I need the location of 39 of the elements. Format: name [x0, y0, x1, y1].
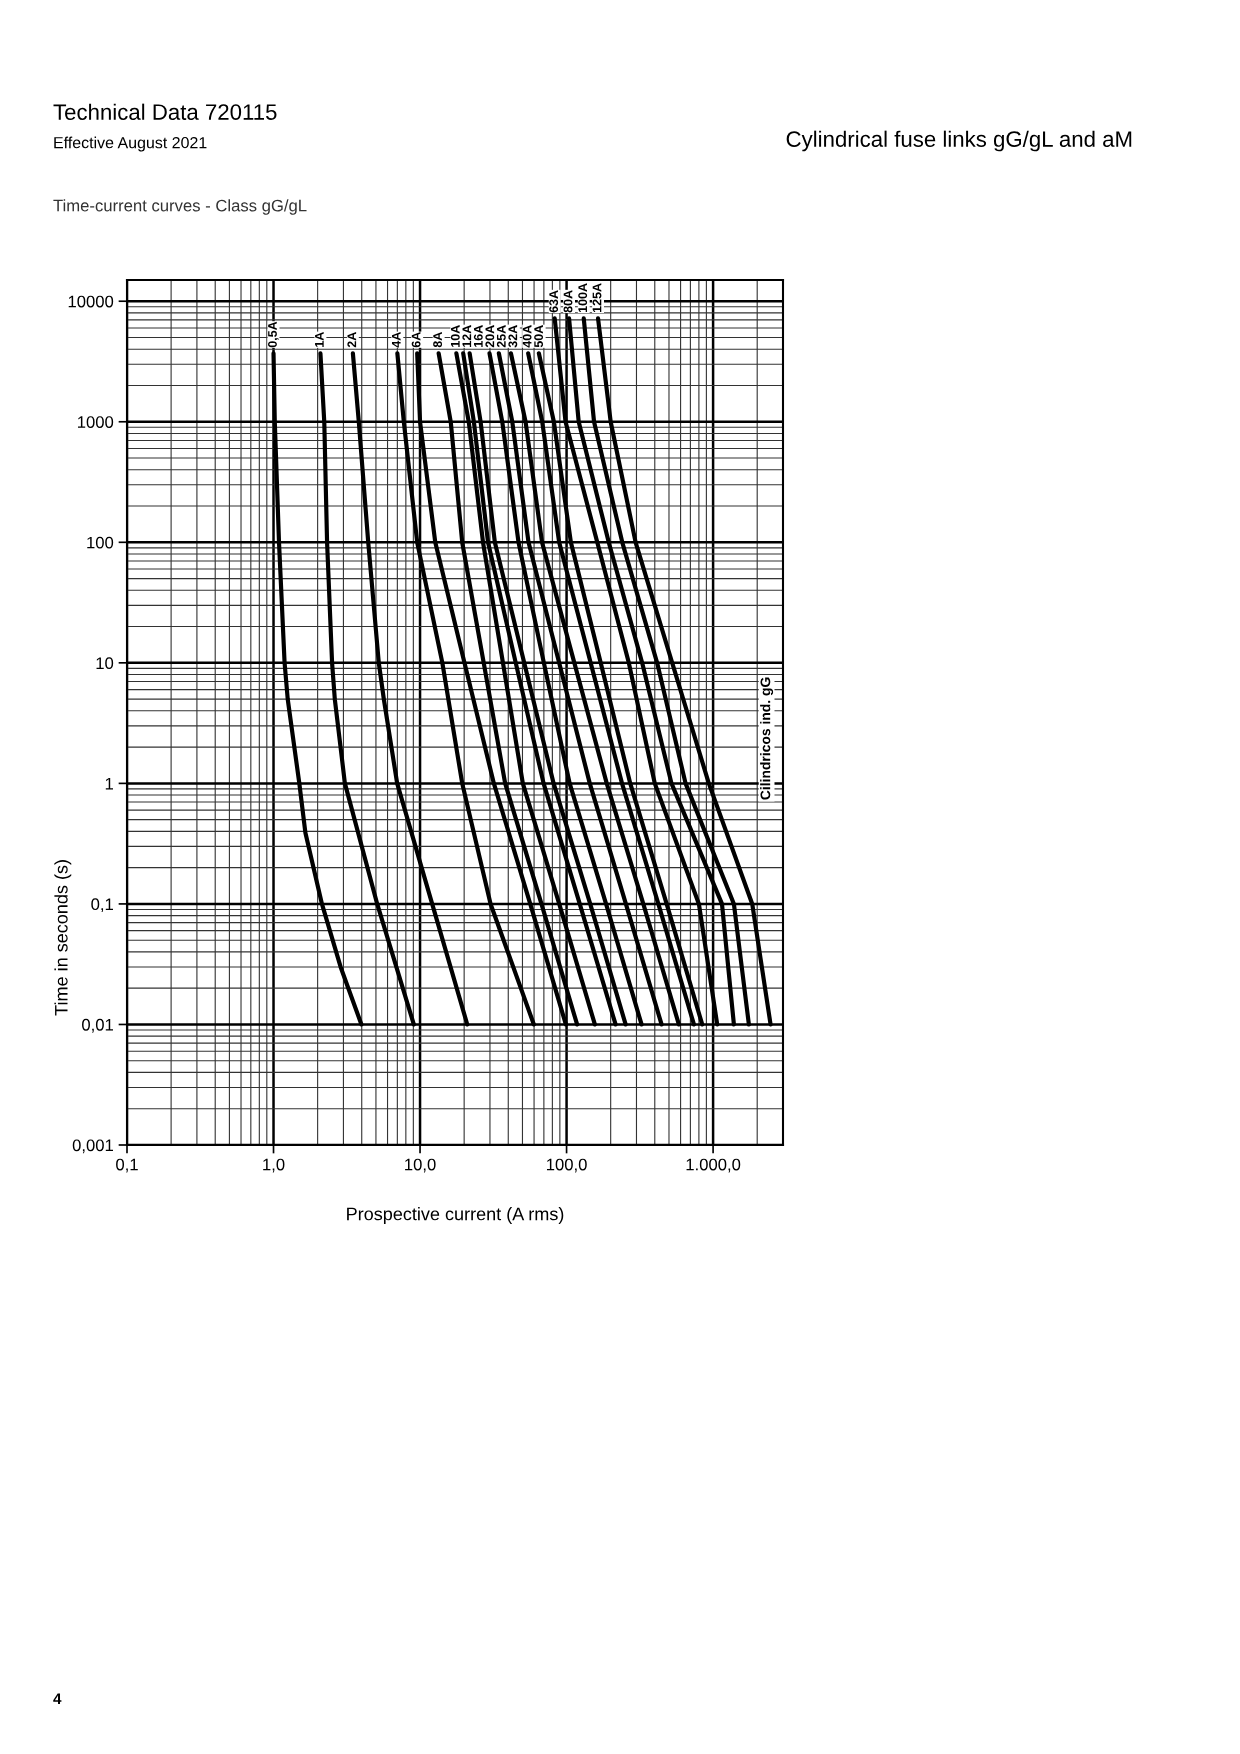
chart-title: Technical Data 720115: [53, 103, 277, 120]
text: Effective August 2021: [54, 136, 207, 152]
x-tick-label: 10,0: [405, 1158, 436, 1173]
text: 4: [53, 1693, 62, 1704]
y-tick-label: 1000: [78, 416, 114, 428]
y-tick-label: 100: [87, 536, 114, 549]
y-axis-title: Time in seconds (s): [54, 860, 72, 1016]
text: 80A: [563, 290, 573, 313]
x-tick-label: 1.000,0: [686, 1158, 741, 1173]
text: 32A: [508, 325, 518, 348]
text: 16A: [473, 325, 483, 347]
y-tick-label: 0,01: [82, 1018, 113, 1033]
text: 25A: [496, 325, 506, 348]
y-tick-label: 0,1: [91, 898, 113, 913]
text: 8A: [433, 332, 443, 348]
y-tick-label: 10: [96, 657, 114, 670]
text: 2A: [347, 332, 357, 348]
text: 0,5A: [268, 321, 279, 348]
annotation: Cilindricos ind. gG: [760, 677, 774, 800]
x-tick-label: 0,1: [116, 1158, 138, 1173]
text: 50A: [534, 325, 544, 348]
text: 12A: [462, 325, 472, 347]
text: 125A: [592, 283, 602, 313]
text: 63A: [549, 290, 559, 313]
y-tick-label: 1: [105, 777, 113, 790]
chart-subtitle: Time-current curves - Class gG/gL: [53, 199, 307, 215]
y-tick-label: 0,001: [72, 1139, 113, 1154]
text: 20A: [485, 325, 495, 348]
text: 4A: [391, 332, 401, 348]
text: 6A: [411, 332, 421, 348]
x-axis-title: Prospective current (A rms): [347, 1207, 564, 1224]
x-tick-label: 1,0: [263, 1158, 285, 1173]
x-tick-label: 100,0: [546, 1158, 587, 1173]
text: 40A: [522, 325, 532, 348]
text: 1A: [315, 332, 324, 347]
text: 100A: [578, 283, 588, 313]
text: 10A: [450, 325, 460, 347]
text: Cylindrical fuse links gG/gL and aM: [786, 130, 1132, 152]
y-tick-label: 10000: [68, 295, 114, 308]
